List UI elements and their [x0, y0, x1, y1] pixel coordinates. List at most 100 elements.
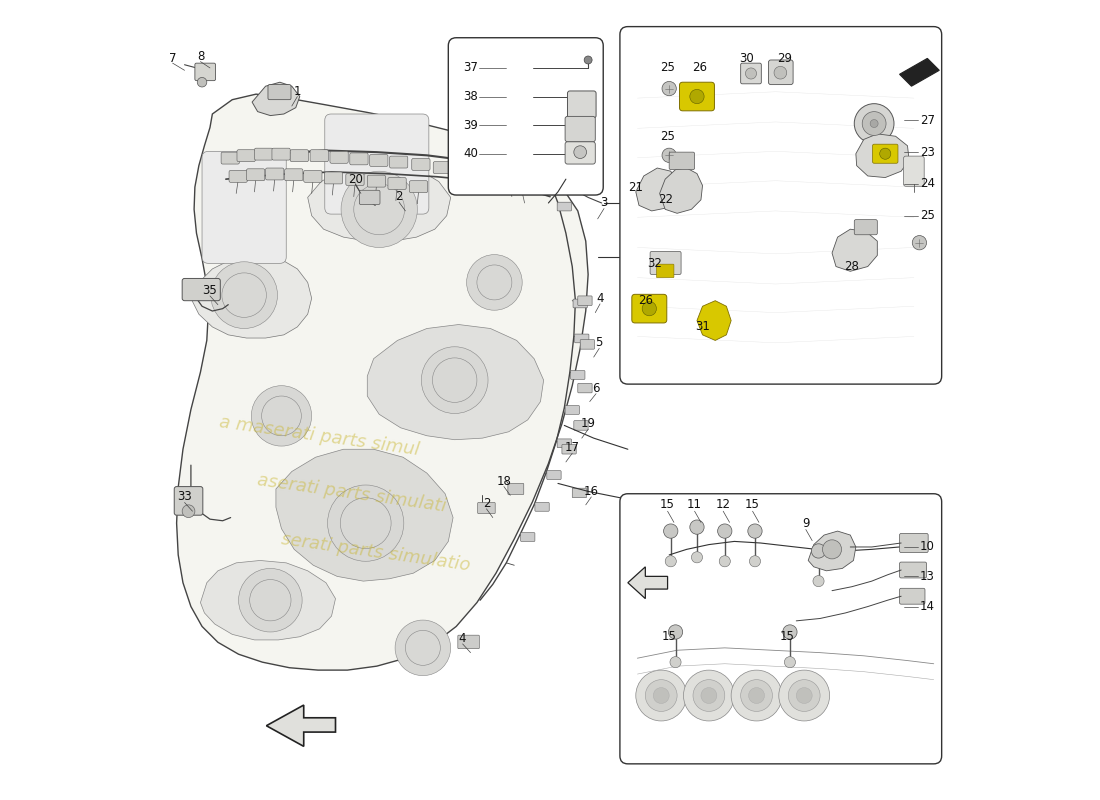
FancyBboxPatch shape	[562, 445, 576, 454]
FancyBboxPatch shape	[411, 158, 430, 170]
Circle shape	[783, 625, 798, 639]
FancyBboxPatch shape	[236, 150, 255, 162]
Circle shape	[395, 620, 451, 676]
FancyBboxPatch shape	[903, 156, 924, 186]
Circle shape	[222, 273, 266, 318]
Circle shape	[855, 104, 894, 143]
FancyBboxPatch shape	[855, 220, 878, 234]
Circle shape	[406, 630, 440, 666]
Circle shape	[477, 265, 512, 300]
Circle shape	[251, 386, 311, 446]
Circle shape	[636, 670, 686, 721]
Circle shape	[250, 579, 292, 621]
FancyBboxPatch shape	[389, 156, 408, 168]
FancyBboxPatch shape	[900, 588, 925, 604]
Text: 30: 30	[739, 52, 755, 65]
Text: 4: 4	[459, 632, 466, 645]
Text: 15: 15	[662, 630, 676, 643]
FancyBboxPatch shape	[268, 85, 292, 100]
Circle shape	[183, 505, 195, 518]
Circle shape	[262, 396, 301, 436]
Text: 25: 25	[660, 62, 675, 74]
FancyBboxPatch shape	[573, 299, 587, 308]
FancyBboxPatch shape	[475, 170, 494, 182]
Text: 38: 38	[463, 90, 477, 103]
Circle shape	[749, 556, 760, 567]
FancyBboxPatch shape	[454, 166, 473, 178]
Circle shape	[646, 680, 678, 711]
Text: a maserati parts simul: a maserati parts simul	[218, 413, 421, 458]
FancyBboxPatch shape	[578, 296, 592, 306]
FancyBboxPatch shape	[572, 488, 586, 498]
Circle shape	[584, 56, 592, 64]
Circle shape	[692, 552, 703, 563]
Circle shape	[663, 524, 678, 538]
FancyBboxPatch shape	[558, 202, 572, 211]
Text: 14: 14	[920, 600, 935, 613]
Circle shape	[642, 302, 657, 316]
Text: 22: 22	[658, 194, 673, 206]
FancyBboxPatch shape	[520, 533, 535, 542]
Circle shape	[574, 146, 586, 158]
Circle shape	[701, 687, 717, 703]
Text: aserati parts simulati: aserati parts simulati	[255, 471, 447, 516]
Text: 25: 25	[660, 130, 675, 142]
Circle shape	[421, 346, 488, 414]
Circle shape	[239, 569, 302, 632]
Circle shape	[748, 524, 762, 538]
Text: 5: 5	[595, 336, 603, 350]
Text: 26: 26	[638, 294, 652, 307]
Polygon shape	[900, 58, 939, 86]
Polygon shape	[832, 229, 878, 271]
Text: 9: 9	[802, 517, 810, 530]
FancyBboxPatch shape	[620, 494, 942, 764]
FancyBboxPatch shape	[272, 148, 290, 160]
Circle shape	[690, 520, 704, 534]
FancyBboxPatch shape	[433, 162, 451, 174]
FancyBboxPatch shape	[565, 406, 580, 414]
FancyBboxPatch shape	[458, 635, 480, 649]
Text: 4: 4	[596, 292, 604, 305]
FancyBboxPatch shape	[265, 168, 284, 180]
FancyBboxPatch shape	[631, 294, 667, 323]
Text: 16: 16	[584, 485, 598, 498]
Polygon shape	[367, 325, 543, 440]
Text: 6: 6	[592, 382, 600, 394]
Text: 8: 8	[197, 50, 205, 63]
Circle shape	[432, 358, 477, 402]
Polygon shape	[177, 94, 588, 670]
FancyBboxPatch shape	[202, 151, 286, 263]
FancyBboxPatch shape	[477, 502, 495, 514]
Text: 15: 15	[745, 498, 760, 511]
FancyBboxPatch shape	[650, 251, 681, 274]
Circle shape	[912, 235, 926, 250]
FancyBboxPatch shape	[769, 60, 793, 85]
Circle shape	[823, 540, 842, 559]
FancyBboxPatch shape	[565, 142, 595, 164]
Circle shape	[746, 68, 757, 79]
Circle shape	[683, 670, 735, 721]
FancyBboxPatch shape	[565, 116, 595, 142]
Text: 32: 32	[648, 257, 662, 270]
Text: 35: 35	[202, 284, 218, 297]
Circle shape	[812, 544, 826, 558]
Text: 12: 12	[716, 498, 730, 511]
Text: 27: 27	[920, 114, 935, 127]
Polygon shape	[808, 531, 856, 571]
Circle shape	[717, 524, 732, 538]
Circle shape	[774, 66, 786, 79]
Circle shape	[880, 148, 891, 159]
FancyBboxPatch shape	[620, 26, 942, 384]
Circle shape	[211, 262, 277, 329]
FancyBboxPatch shape	[872, 144, 898, 163]
Polygon shape	[660, 168, 703, 214]
Circle shape	[789, 680, 821, 711]
FancyBboxPatch shape	[493, 175, 512, 187]
Text: 28: 28	[845, 260, 859, 273]
Text: 3: 3	[601, 197, 607, 210]
FancyBboxPatch shape	[174, 486, 202, 515]
Circle shape	[693, 680, 725, 711]
Text: 40: 40	[463, 147, 478, 160]
FancyBboxPatch shape	[409, 181, 428, 193]
FancyBboxPatch shape	[290, 150, 308, 162]
